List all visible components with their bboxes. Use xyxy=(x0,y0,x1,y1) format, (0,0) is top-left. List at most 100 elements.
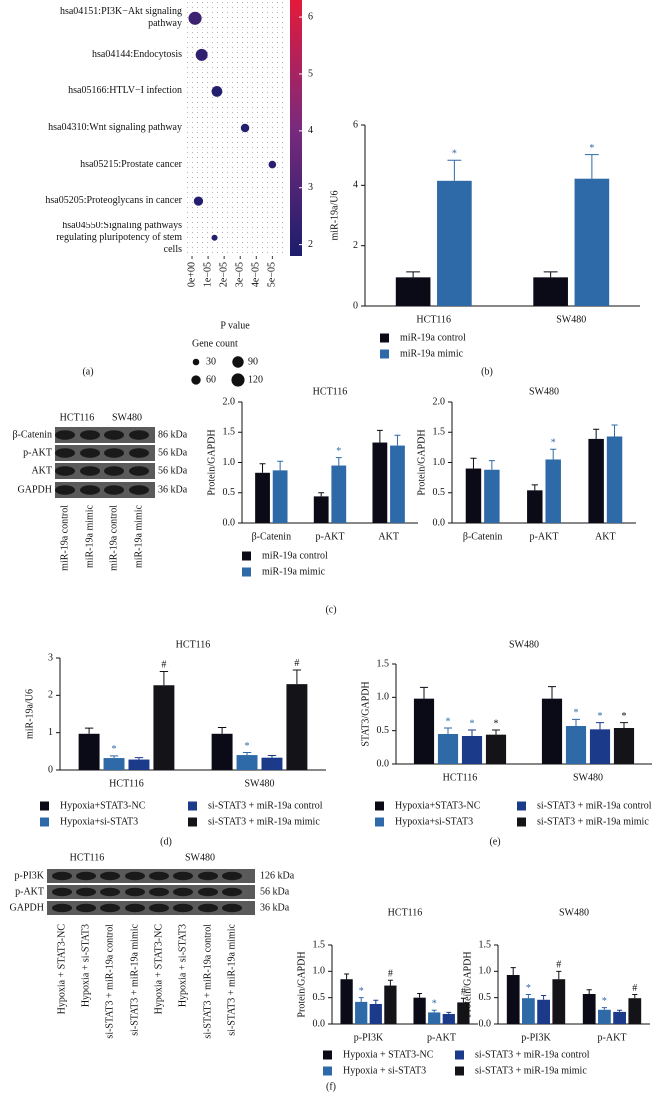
bar xyxy=(457,1002,470,1024)
error-bar xyxy=(584,154,599,179)
significance-mark: # xyxy=(161,660,166,671)
y-tick-label: 1.5 xyxy=(433,427,446,438)
y-tick-label: 1.0 xyxy=(479,966,492,977)
blot-column-label: HCT116 xyxy=(60,412,95,423)
legend-label: si-STAT3 + miR-19a mimic xyxy=(537,816,649,827)
y-tick-label: 1.0 xyxy=(433,457,446,468)
significance-mark: # xyxy=(461,986,466,997)
chart-title: SW480 xyxy=(509,639,539,650)
legend-swatch xyxy=(375,801,384,811)
dot xyxy=(193,196,204,206)
blot-lane-label: miR-19a control xyxy=(108,505,119,571)
bar xyxy=(565,726,587,764)
blot-band xyxy=(55,466,75,476)
blot-band xyxy=(125,887,145,897)
bar xyxy=(355,1001,368,1024)
blot-band xyxy=(76,887,96,897)
blot-band xyxy=(104,430,124,440)
significance-mark: * xyxy=(359,986,364,997)
error-bar xyxy=(531,484,538,491)
blot-column-label: SW480 xyxy=(185,852,215,863)
legend-swatch xyxy=(323,1066,332,1076)
x-tick-label: p-AKT xyxy=(530,531,559,542)
significance-mark: * xyxy=(598,711,603,722)
x-tick-label: p-AKT xyxy=(316,531,345,542)
y-tick-label: 1.0 xyxy=(223,457,236,468)
error-bar xyxy=(277,460,284,471)
panel-label: (d) xyxy=(160,836,172,847)
panel-label: (a) xyxy=(82,366,93,377)
x-axis-label: P value xyxy=(220,320,250,331)
x-tick-label: SW480 xyxy=(556,314,586,325)
y-tick-label: 2 xyxy=(353,240,358,251)
y-axis-label: Protein/GAPDH xyxy=(296,951,307,1017)
error-bar xyxy=(431,1009,437,1013)
panel-label: (c) xyxy=(325,604,336,615)
size-legend-dot xyxy=(192,358,200,366)
significance-mark: * xyxy=(446,716,451,727)
y-tick-label: 0.0 xyxy=(479,1018,492,1029)
blot-band xyxy=(149,887,169,897)
blot-row-label: GAPDH xyxy=(10,902,44,913)
error-bar xyxy=(335,457,342,466)
legend-label: si-STAT3 + miR-19a mimic xyxy=(208,816,320,827)
x-tick-label: HCT116 xyxy=(443,772,478,783)
y-category-label: hsa05166:HTLV−I infection xyxy=(68,85,182,97)
y-tick-label: 0.5 xyxy=(377,725,390,736)
y-label-box: hsa04144:Endocytosis xyxy=(92,49,182,60)
bar xyxy=(331,465,347,523)
y-label-box: hsa05215:Prostate cancer xyxy=(80,159,182,170)
blot-lane-label: Hypoxia + STAT3-NC xyxy=(153,924,164,1015)
x-tick-label: p-PI3K xyxy=(354,1032,384,1043)
blot-row-label: p-AKT xyxy=(15,886,44,897)
x-tick-label: 2e−05 xyxy=(218,262,229,287)
error-bar xyxy=(488,460,495,470)
blot-band xyxy=(222,903,242,913)
bar xyxy=(628,998,642,1024)
bar xyxy=(428,1012,441,1024)
blot-band xyxy=(125,871,145,881)
legend-swatch xyxy=(455,1050,464,1060)
bar xyxy=(128,759,150,770)
y-tick-label: 0.5 xyxy=(313,992,326,1003)
blot-row-size: 56 kDa xyxy=(260,886,290,897)
bar xyxy=(437,180,472,306)
error-bar xyxy=(460,997,466,1003)
x-tick-label: β-Catenin xyxy=(463,531,503,542)
bar xyxy=(103,758,125,770)
bar xyxy=(465,468,482,523)
panel-label: (e) xyxy=(489,836,500,847)
bar xyxy=(552,979,566,1024)
error-bar xyxy=(470,457,477,469)
blot-band xyxy=(80,485,100,495)
error-bar xyxy=(556,970,562,980)
size-legend-label: 90 xyxy=(248,356,258,367)
bar xyxy=(372,442,388,523)
y-axis-label: Protein/GAPDH xyxy=(462,951,473,1017)
blot-band xyxy=(173,903,193,913)
x-tick-label: 3e−05 xyxy=(235,262,246,287)
error-bar xyxy=(619,722,629,728)
blot-lane-label: Hypoxia + si-STAT3 xyxy=(80,924,91,1007)
bar xyxy=(522,998,535,1024)
blot-band xyxy=(173,871,193,881)
y-label-box: hsa04310:Wnt signaling pathway xyxy=(48,122,182,133)
legend-swatch xyxy=(188,817,197,827)
legend-swatch xyxy=(455,1066,464,1076)
error-bar xyxy=(344,973,350,980)
blot-band xyxy=(76,871,96,881)
significance-mark: * xyxy=(494,718,499,729)
significance-mark: * xyxy=(589,143,594,154)
blot-lane-label: si-STAT3 + miR-19a control xyxy=(104,924,115,1039)
y-tick-label: 1 xyxy=(48,727,53,738)
x-tick-label: SW480 xyxy=(573,772,603,783)
dot xyxy=(188,11,202,25)
blot-lane-label: miR-19a mimic xyxy=(133,504,144,568)
significance-mark: * xyxy=(622,711,627,722)
bar xyxy=(461,736,483,764)
bar xyxy=(545,459,561,523)
y-tick-label: 0.5 xyxy=(433,487,446,498)
y-category-label: hsa04151:PI3K−Akt signaling pathway xyxy=(59,6,182,30)
y-tick-label: 4 xyxy=(353,180,358,191)
bar xyxy=(211,733,233,770)
